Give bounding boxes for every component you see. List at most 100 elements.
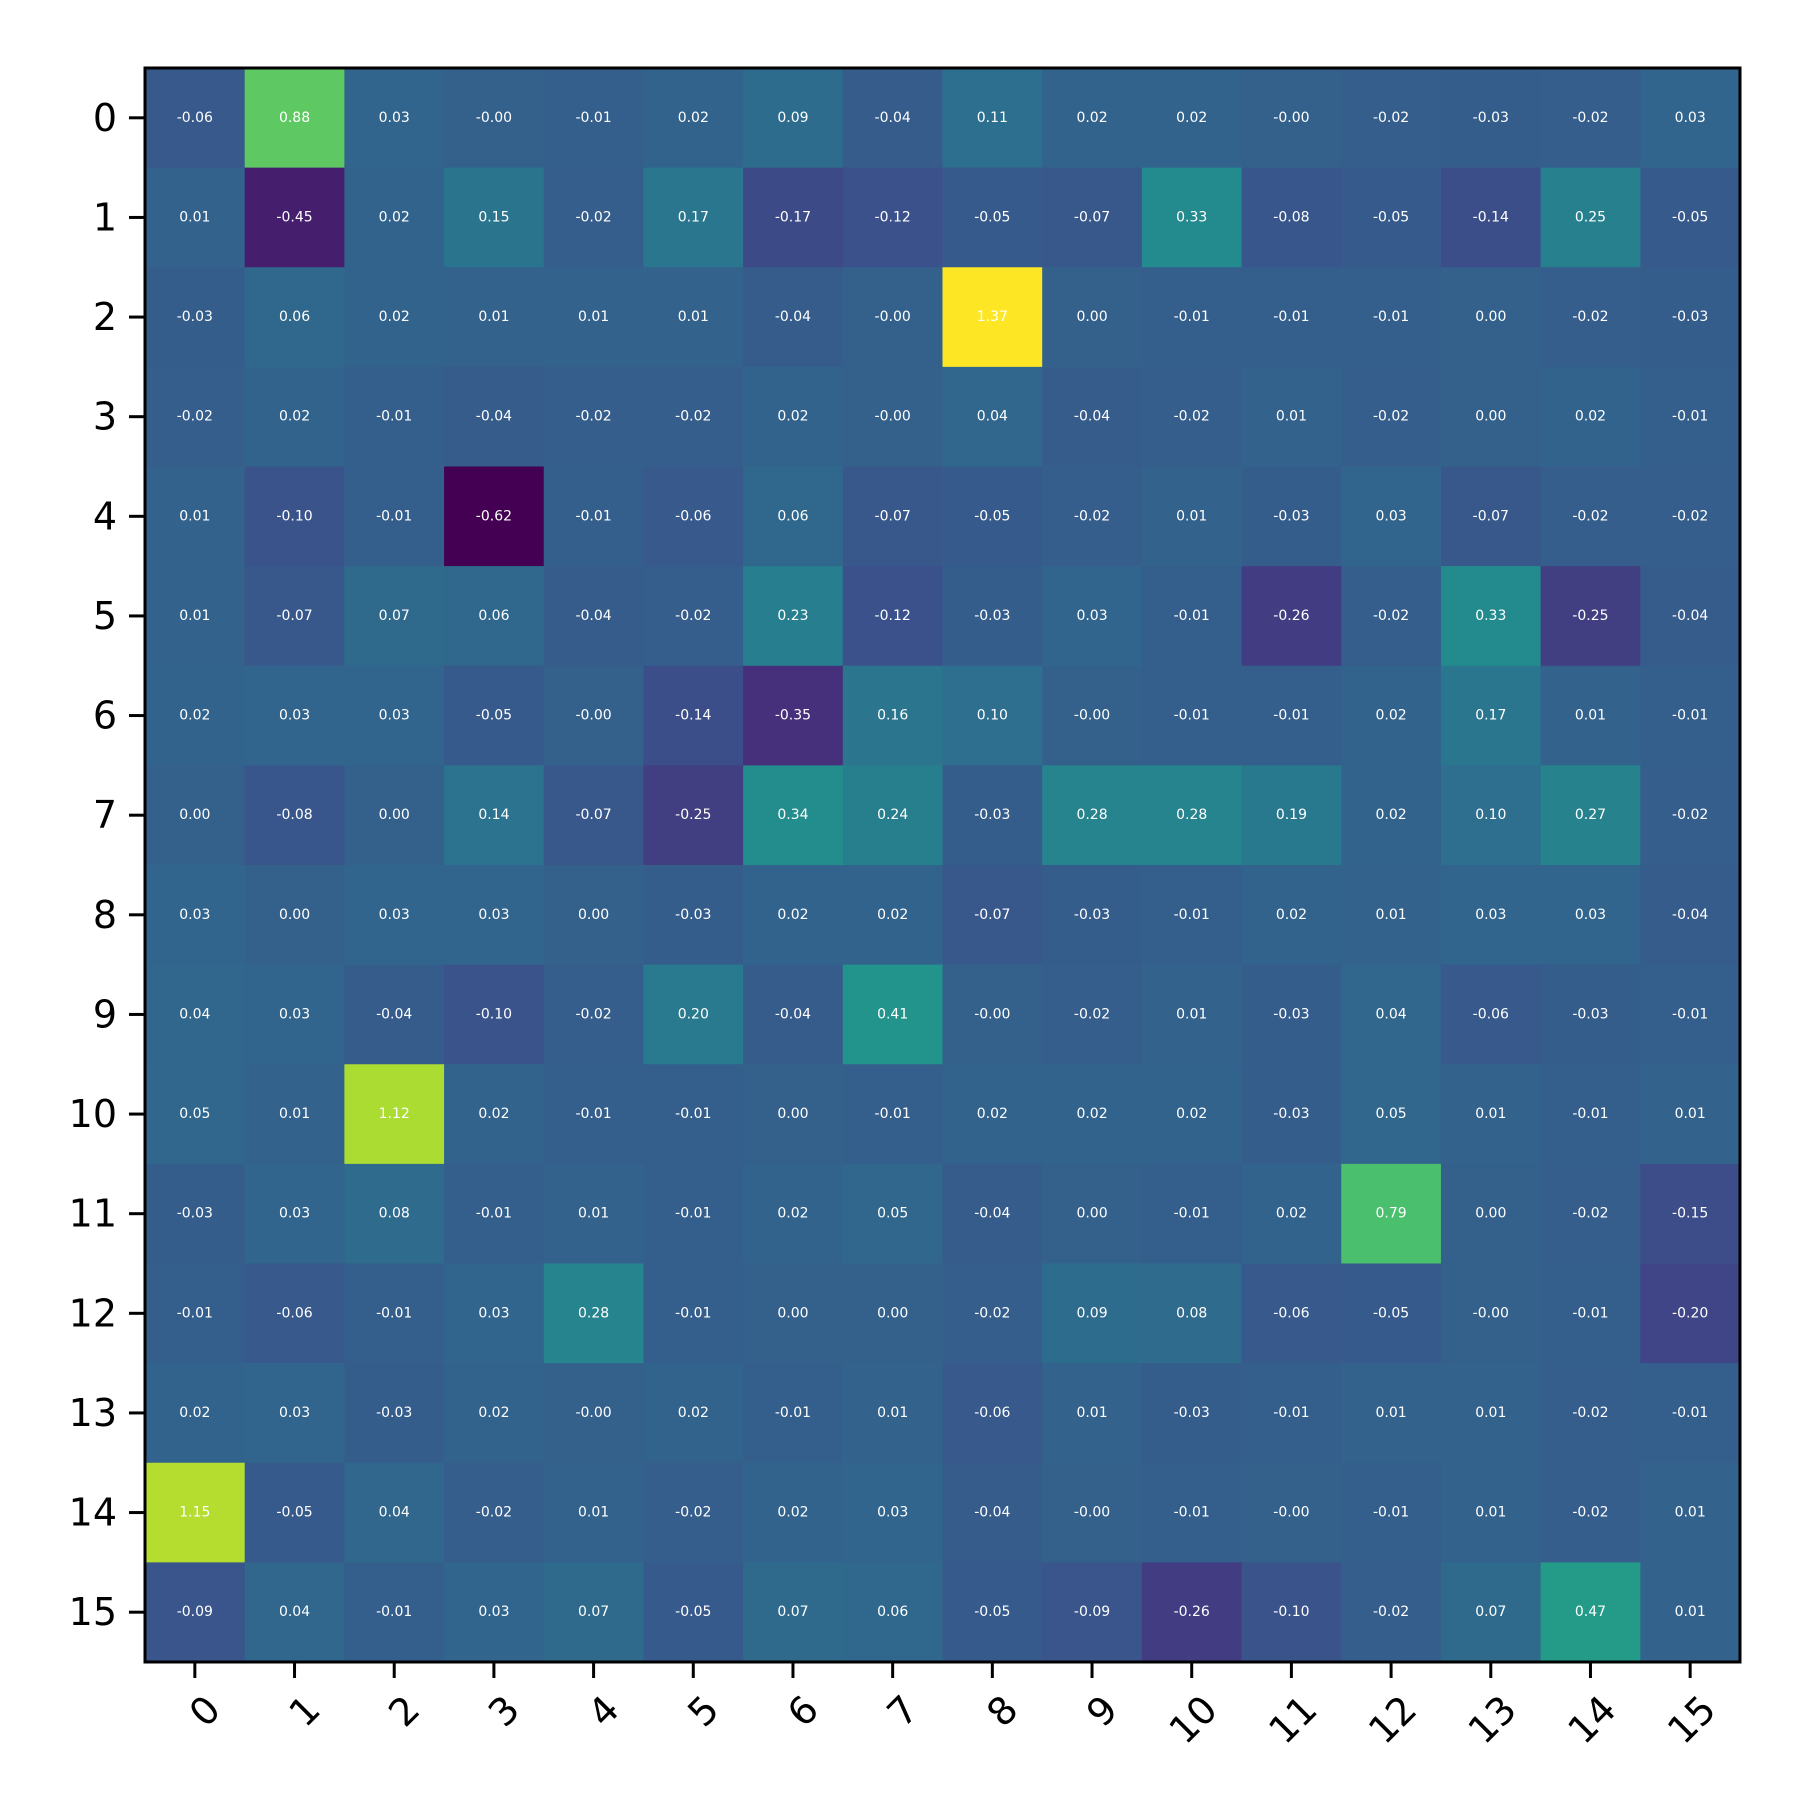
heatmap-cell-r7-c13 (1440, 765, 1542, 866)
heatmap-cell-r10-c0 (145, 1064, 246, 1165)
heatmap-cell-r9-c15 (1640, 964, 1741, 1065)
heatmap-cell-r4-c3 (444, 466, 545, 567)
heatmap-cell-r9-c14 (1540, 964, 1641, 1065)
heatmap-cell-r7-c9 (1042, 765, 1143, 866)
cell-value-label-r2-c13: 0.00 (1475, 309, 1506, 325)
heatmap-cell-r12-c6 (743, 1263, 844, 1364)
y-tick-label-13: 13 (69, 1391, 117, 1435)
cell-value-label-r13-c2: -0.03 (376, 1405, 412, 1421)
cell-value-label-r4-c12: 0.03 (1376, 508, 1407, 524)
heatmap-cell-r7-c7 (842, 765, 943, 866)
cell-value-label-r8-c15: -0.04 (1672, 907, 1708, 923)
cell-value-label-r10-c12: 0.05 (1376, 1106, 1407, 1122)
heatmap-cell-r11-c5 (643, 1163, 744, 1264)
heatmap-cell-r3-c1 (244, 366, 345, 467)
heatmap-cell-r3-c10 (1141, 366, 1243, 467)
cell-value-label-r4-c8: -0.05 (974, 508, 1010, 524)
heatmap-cell-r0-c3 (444, 68, 545, 169)
cell-value-label-r9-c5: 0.20 (678, 1006, 709, 1022)
heatmap-cell-r10-c3 (444, 1064, 545, 1165)
cell-value-label-r9-c7: 0.41 (877, 1006, 908, 1022)
cell-value-label-r11-c13: 0.00 (1475, 1206, 1506, 1222)
cell-value-label-r0-c9: 0.02 (1076, 110, 1107, 126)
cell-value-label-r6-c1: 0.03 (279, 708, 310, 724)
heatmap-cell-r11-c10 (1141, 1163, 1243, 1264)
cell-value-label-r8-c2: 0.03 (379, 907, 410, 923)
heatmap-cell-r0-c8 (942, 68, 1043, 169)
y-tick-label-10: 10 (69, 1092, 117, 1136)
y-tick-label-4: 4 (93, 494, 117, 538)
cell-value-label-r4-c6: 0.06 (777, 508, 808, 524)
cell-value-label-r10-c6: 0.00 (777, 1106, 808, 1122)
heatmap-cell-r2-c13 (1440, 267, 1542, 368)
heatmap-cell-r2-c7 (842, 267, 943, 368)
heatmap-cell-r3-c8 (942, 366, 1043, 467)
cell-value-label-r11-c2: 0.08 (379, 1206, 410, 1222)
heatmap-cell-r15-c14 (1540, 1562, 1641, 1663)
cell-value-label-r1-c7: -0.12 (875, 209, 911, 225)
heatmap-cell-r2-c4 (543, 267, 644, 368)
heatmap-cell-r7-c8 (942, 765, 1043, 866)
cell-value-label-r14-c1: -0.05 (276, 1505, 312, 1521)
x-tick-label-0: 0 (181, 1687, 229, 1735)
cell-value-label-r10-c4: -0.01 (575, 1106, 611, 1122)
heatmap-cell-r6-c2 (344, 665, 445, 766)
cell-value-label-r10-c8: 0.02 (977, 1106, 1008, 1122)
x-tick-label-5: 5 (679, 1687, 727, 1735)
cell-value-label-r11-c7: 0.05 (877, 1206, 908, 1222)
heatmap-cell-r12-c13 (1440, 1263, 1542, 1364)
cell-value-label-r10-c3: 0.02 (478, 1106, 509, 1122)
cell-value-label-r7-c0: 0.00 (179, 807, 210, 823)
cell-value-label-r12-c10: 0.08 (1176, 1305, 1207, 1321)
heatmap-cell-r4-c0 (145, 466, 246, 567)
cell-value-label-r12-c12: -0.05 (1373, 1305, 1409, 1321)
cell-value-label-r4-c11: -0.03 (1273, 508, 1309, 524)
cell-value-label-r1-c10: 0.33 (1176, 209, 1207, 225)
heatmap-cell-r9-c11 (1241, 964, 1342, 1065)
heatmap-cell-r6-c15 (1640, 665, 1741, 766)
heatmap-cell-r1-c15 (1640, 167, 1741, 268)
heatmap-cell-r15-c12 (1341, 1562, 1442, 1663)
cell-value-label-r6-c9: -0.00 (1074, 708, 1110, 724)
heatmap-cell-r1-c11 (1241, 167, 1342, 268)
heatmap-cell-r8-c4 (543, 865, 644, 966)
heatmap-cell-r6-c10 (1141, 665, 1243, 766)
cell-value-label-r13-c6: -0.01 (775, 1405, 811, 1421)
heatmap-cell-r14-c12 (1341, 1462, 1442, 1563)
cell-value-label-r8-c6: 0.02 (777, 907, 808, 923)
cell-value-label-r9-c15: -0.01 (1672, 1006, 1708, 1022)
heatmap-cell-r10-c1 (244, 1064, 345, 1165)
cell-value-label-r11-c11: 0.02 (1276, 1206, 1307, 1222)
heatmap-cell-r3-c14 (1540, 366, 1641, 467)
cell-value-label-r13-c15: -0.01 (1672, 1405, 1708, 1421)
heatmap-cell-r15-c15 (1640, 1562, 1741, 1663)
cell-value-label-r11-c10: -0.01 (1174, 1206, 1210, 1222)
cell-value-label-r1-c8: -0.05 (974, 209, 1010, 225)
heatmap-cell-r12-c9 (1042, 1263, 1143, 1364)
heatmap-cell-r5-c13 (1440, 566, 1542, 667)
heatmap-cell-r15-c6 (743, 1562, 844, 1663)
heatmap-cell-r12-c2 (344, 1263, 445, 1364)
cell-value-label-r14-c13: 0.01 (1475, 1505, 1506, 1521)
heatmap-cell-r5-c10 (1141, 566, 1243, 667)
heatmap-cell-r11-c7 (842, 1163, 943, 1264)
heatmap-cell-r7-c3 (444, 765, 545, 866)
heatmap-cell-r7-c12 (1341, 765, 1442, 866)
heatmap-cell-r5-c3 (444, 566, 545, 667)
cell-value-label-r14-c0: 1.15 (179, 1505, 210, 1521)
heatmap-cell-r11-c9 (1042, 1163, 1143, 1264)
heatmap-cell-r13-c12 (1341, 1363, 1442, 1464)
cell-value-label-r5-c12: -0.02 (1373, 608, 1409, 624)
cell-value-label-r2-c15: -0.03 (1672, 309, 1708, 325)
heatmap-cell-r13-c14 (1540, 1363, 1641, 1464)
cell-value-label-r5-c5: -0.02 (675, 608, 711, 624)
cell-value-label-r15-c2: -0.01 (376, 1604, 412, 1620)
heatmap-cell-r14-c10 (1141, 1462, 1243, 1563)
y-tick-label-7: 7 (93, 793, 117, 837)
cell-value-label-r4-c10: 0.01 (1176, 508, 1207, 524)
cell-value-label-r4-c7: -0.07 (875, 508, 911, 524)
heatmap-cell-r12-c0 (145, 1263, 246, 1364)
heatmap-cell-r15-c3 (444, 1562, 545, 1663)
cell-value-label-r1-c13: -0.14 (1473, 209, 1509, 225)
heatmap-cell-r10-c2 (344, 1064, 445, 1165)
